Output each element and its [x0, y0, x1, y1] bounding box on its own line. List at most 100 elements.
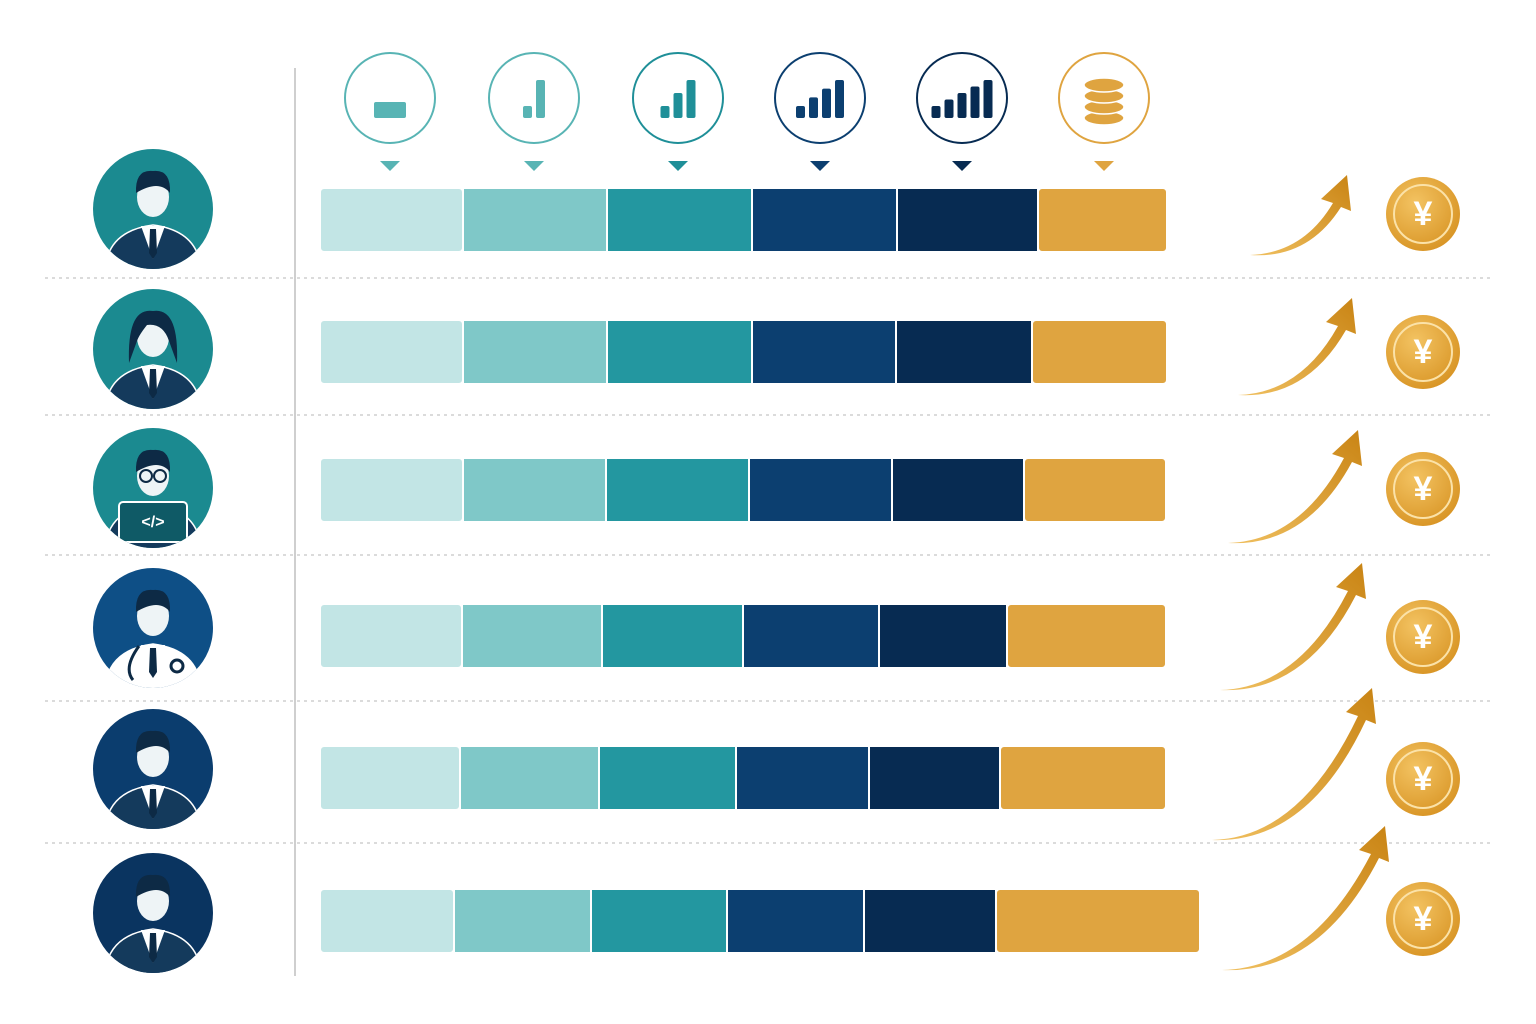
- header-pointer: [1094, 161, 1114, 171]
- bar-segment: [319, 457, 464, 523]
- bar-segment: [319, 745, 461, 811]
- laptop: [118, 501, 188, 543]
- bar-segment: [868, 745, 1001, 811]
- coin-rim: [1393, 184, 1453, 244]
- avatar: </>: [93, 428, 213, 548]
- coin: [1386, 882, 1460, 956]
- coin-label: ¥: [1414, 900, 1433, 938]
- header-icon: [488, 52, 580, 144]
- avatar-hair: [135, 730, 171, 753]
- coin-rim: [1393, 322, 1453, 382]
- growth-arrow: [1238, 298, 1356, 396]
- avatar-hair: [128, 310, 178, 363]
- bar-segment: [319, 603, 463, 669]
- bar-segment: [598, 745, 737, 811]
- header-pointer: [668, 161, 688, 171]
- avatar-body: [104, 589, 202, 688]
- coin-label: ¥: [1414, 470, 1433, 508]
- avatar-hair: [135, 874, 171, 897]
- bar-segment: [726, 888, 865, 954]
- coin-label: ¥: [1414, 333, 1433, 371]
- growth-arrow: [1220, 563, 1366, 691]
- avatar-tie: [149, 229, 157, 259]
- avatar-hair: [135, 449, 171, 472]
- bar-segment: [896, 187, 1039, 253]
- avatar-body: [104, 310, 202, 409]
- avatar: [93, 149, 213, 269]
- bar-segment: [319, 888, 455, 954]
- growth-arrow: [1222, 826, 1389, 971]
- header-bar: [822, 88, 831, 118]
- bar-segment: [895, 319, 1033, 385]
- header-bar: [809, 97, 818, 118]
- bar-segment: [751, 319, 897, 385]
- bar-segment: [462, 319, 608, 385]
- header-bar: [673, 93, 683, 118]
- header-bar: [536, 80, 545, 118]
- bar-segment: [863, 888, 997, 954]
- growth-arrow: [1250, 175, 1351, 256]
- coin: [1386, 600, 1460, 674]
- header-bar: [931, 106, 941, 118]
- growth-arrow: [1228, 430, 1362, 544]
- header-pointer: [952, 161, 972, 171]
- avatar-tie: [149, 789, 157, 819]
- coin-rim: [1393, 889, 1453, 949]
- bar-segment: [1023, 457, 1167, 523]
- header-bar: [660, 106, 670, 118]
- coin-rim: [1393, 607, 1453, 667]
- coin-stack: [1083, 77, 1125, 93]
- laptop-label: </>: [141, 514, 164, 531]
- bar-segment: [742, 603, 880, 669]
- bar-segment: [891, 457, 1025, 523]
- bar-segment: [459, 745, 600, 811]
- header-bar: [957, 93, 967, 118]
- avatar-tie: [149, 648, 157, 678]
- bar-segment: [601, 603, 744, 669]
- header-pointer: [810, 161, 830, 171]
- glasses: [153, 469, 167, 483]
- bar-segment: [462, 187, 608, 253]
- bar-segment: [748, 457, 893, 523]
- bar-segment: [878, 603, 1008, 669]
- stethoscope-end: [169, 658, 185, 674]
- header-bar: [523, 106, 532, 118]
- bar-segment: [606, 319, 753, 385]
- avatar-hair: [135, 589, 171, 612]
- coin-label: ¥: [1414, 618, 1433, 656]
- header-icon: [344, 52, 436, 144]
- bar-segment: [1006, 603, 1167, 669]
- bar-segment: [590, 888, 728, 954]
- avatar: [93, 853, 213, 973]
- bar-segment: [462, 457, 607, 523]
- bar-segment: [995, 888, 1201, 954]
- header-bar: [970, 86, 980, 118]
- glasses: [139, 469, 153, 483]
- avatar-tie: [149, 369, 157, 399]
- header-pointer: [524, 161, 544, 171]
- avatar-body: [104, 170, 202, 269]
- stethoscope: [127, 645, 141, 681]
- coin: [1386, 452, 1460, 526]
- bar-segment: [1031, 319, 1168, 385]
- growth-arrow: [1212, 688, 1376, 841]
- header-bar: [835, 80, 844, 118]
- header-bar: [686, 80, 696, 118]
- coin: [1386, 177, 1460, 251]
- coin-label: ¥: [1414, 195, 1433, 233]
- header-bar: [796, 106, 805, 118]
- coin-label: ¥: [1414, 760, 1433, 798]
- bar-segment: [999, 745, 1167, 811]
- coin-rim: [1393, 459, 1453, 519]
- avatar-body: </>: [104, 449, 202, 548]
- avatar-hair: [135, 170, 171, 193]
- bar-segment: [453, 888, 592, 954]
- bar-segment: [606, 187, 753, 253]
- bar-segment: [319, 319, 464, 385]
- bar-segment: [735, 745, 870, 811]
- coin: [1386, 315, 1460, 389]
- avatar: [93, 709, 213, 829]
- avatar-tie: [149, 933, 157, 963]
- bar-segment: [461, 603, 603, 669]
